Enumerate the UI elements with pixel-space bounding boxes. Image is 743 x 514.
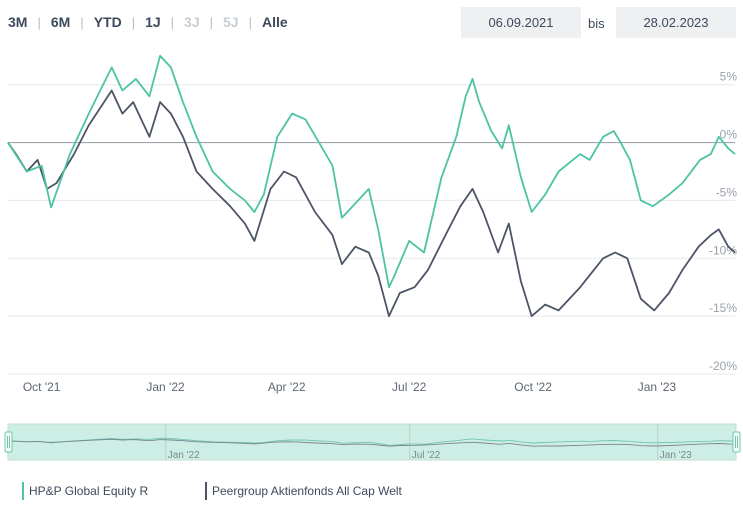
navigator-line-peer [7, 438, 737, 447]
legend-label-peer: Peergroup Aktienfonds All Cap Welt [212, 484, 402, 498]
navigator[interactable]: Jan '22 Jul '22 Jan '23 [0, 418, 743, 468]
x-tick-label: Jan '22 [146, 380, 185, 394]
navigator-tick-label: Jul '22 [412, 450, 441, 461]
series-line-fund [7, 54, 736, 289]
y-tick-label: 5% [720, 70, 738, 84]
y-tick-label: 0% [720, 128, 738, 142]
date-from-input[interactable]: 06.09.2021 [461, 7, 581, 38]
range-6m-button[interactable]: 6M [50, 14, 71, 30]
x-tick-label: Jul '22 [392, 380, 427, 394]
range-separator: | [37, 14, 41, 30]
range-separator: | [170, 14, 175, 30]
x-tick-label: Oct '22 [514, 380, 552, 394]
y-tick-label: -5% [716, 185, 738, 199]
date-separator-label: bis [588, 16, 605, 31]
legend-item-fund[interactable]: HP&P Global Equity R [22, 482, 148, 500]
x-tick-label: Oct '21 [23, 380, 61, 394]
legend-swatch-peer [205, 482, 207, 500]
navigator-tick-label: Jan '22 [168, 450, 200, 461]
legend-label-fund: HP&P Global Equity R [29, 484, 149, 498]
range-ytd-button[interactable]: YTD [93, 14, 122, 30]
y-tick-label: -15% [709, 301, 737, 315]
main-chart: 5% 0% -5% -10% -15% -20% Oct '21 Jan '22 Apr '22… [7, 54, 738, 394]
legend-item-peer[interactable]: Peergroup Aktienfonds All Cap Welt [205, 482, 402, 500]
navigator-handle-left[interactable] [4, 431, 13, 453]
date-to-input[interactable]: 28.02.2023 [616, 7, 736, 38]
range-separator: | [80, 14, 84, 30]
range-separator: | [248, 14, 252, 30]
range-5j-button: 5J [223, 14, 239, 30]
range-3m-button[interactable]: 3M [8, 14, 28, 30]
series-line-peer [7, 89, 736, 317]
range-alle-button[interactable]: Alle [261, 14, 288, 30]
range-1j-button[interactable]: 1J [145, 14, 161, 30]
navigator-tick-label: Jan '23 [660, 450, 692, 461]
navigator-selection [7, 423, 737, 461]
x-tick-label: Apr '22 [268, 380, 306, 394]
navigator-handle-right[interactable] [732, 431, 741, 453]
navigator-line-fund [7, 437, 737, 446]
range-separator: | [131, 14, 136, 30]
range-selector: 3M | 6M | YTD | 1J | 3J | 5J | Alle [6, 12, 290, 32]
legend-swatch-fund [22, 482, 24, 500]
y-tick-label: -20% [709, 359, 737, 373]
range-separator: | [209, 14, 214, 30]
range-3j-button: 3J [184, 14, 200, 30]
x-tick-label: Jan '23 [638, 380, 677, 394]
y-tick-label: -10% [709, 243, 737, 257]
